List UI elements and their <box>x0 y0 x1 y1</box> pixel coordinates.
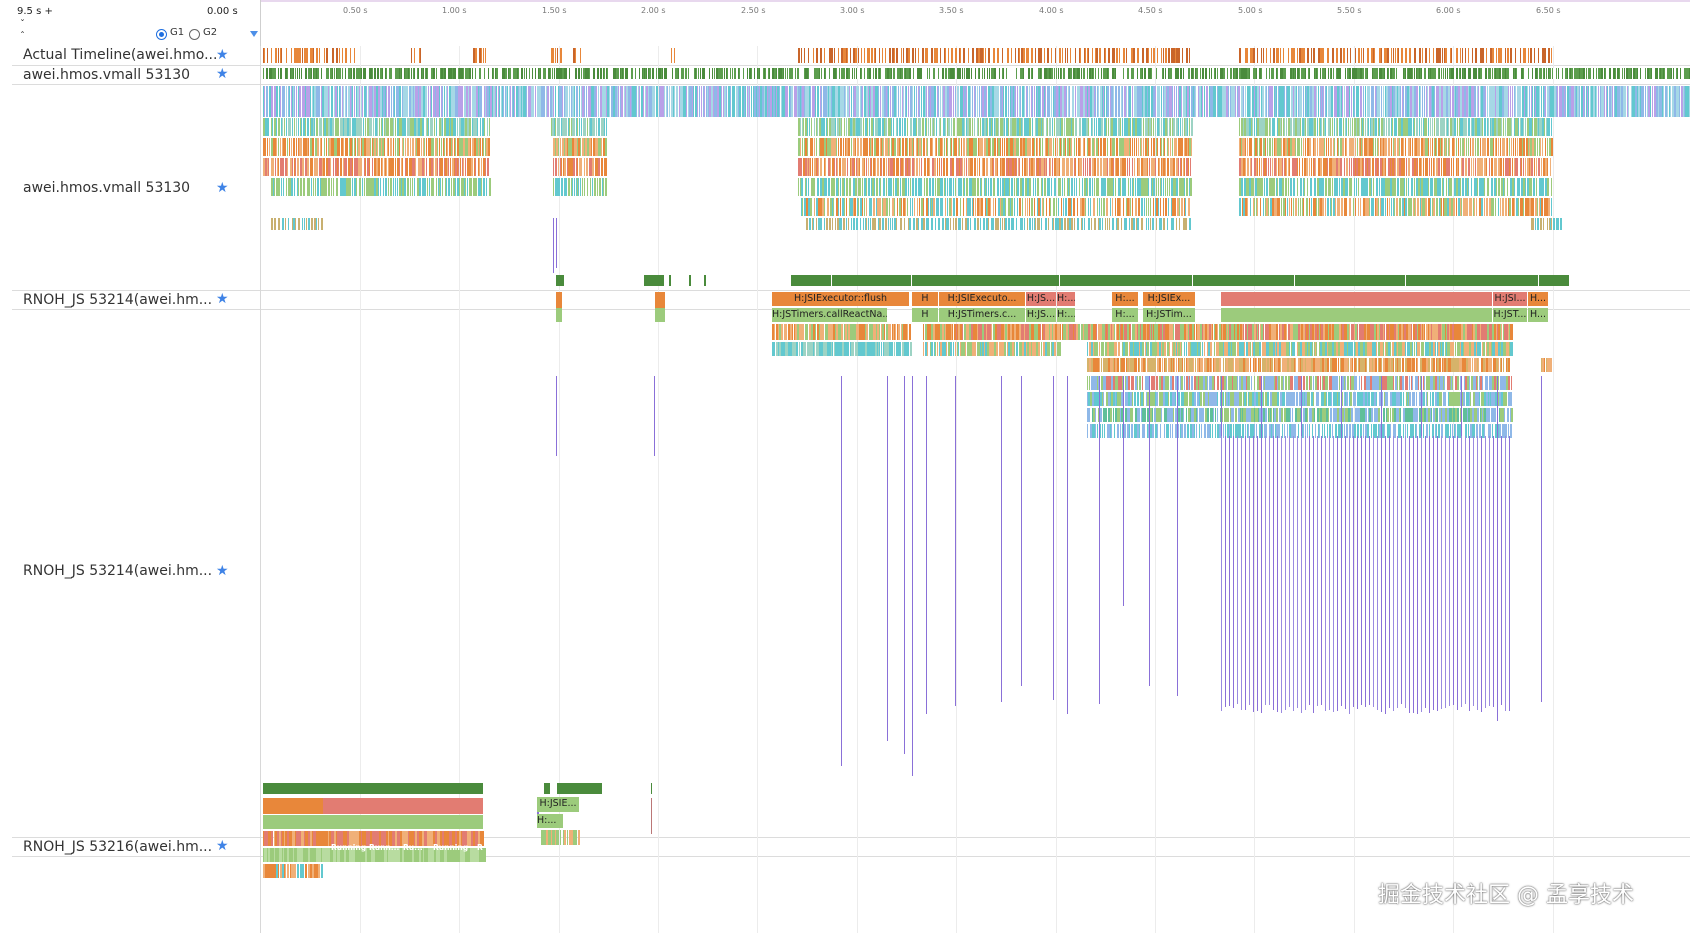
ruler-overview-band <box>261 0 1690 2</box>
gridline <box>1553 46 1554 933</box>
slice-jsiexecutor[interactable]: H:JSIExecuto... <box>939 292 1025 306</box>
slice-jsiex[interactable]: H:JSIEx... <box>1143 292 1195 306</box>
slice-h[interactable]: H <box>912 308 938 322</box>
ruler-tick: 1.50 s <box>542 6 567 15</box>
row-js-thread-slices[interactable]: RNOH_JS 53214(awei.hm... ★ <box>12 310 1690 838</box>
ruler-tick: 6.50 s <box>1536 6 1561 15</box>
slice-jsi[interactable]: H:JSI... <box>1493 292 1527 306</box>
expand-arrow-icon[interactable]: ˆ <box>20 31 25 42</box>
ruler-tick: 4.50 s <box>1138 6 1163 15</box>
row-js-thread-2-summary[interactable]: RNOH_JS 53216(awei.hm... ★ <box>12 838 1690 857</box>
gridline <box>459 46 460 933</box>
gridline <box>1354 46 1355 933</box>
ruler-tick: 0.50 s <box>343 6 368 15</box>
timeline-header: 9.5 s + 0.00 s ˇ ˆ G1 G2 <box>12 0 261 46</box>
row-process-summary[interactable]: awei.hmos.vmall 53130 ★ <box>12 66 1690 85</box>
row-actual-timeline[interactable]: Actual Timeline(awei.hmo... ★ <box>12 46 1690 66</box>
row-label: RNOH_JS 53216(awei.hm... <box>23 839 212 855</box>
slice-h[interactable]: H:... <box>1057 308 1075 322</box>
slice-jsie[interactable]: H:JSIE... <box>537 797 579 812</box>
slice-h[interactable]: H:... <box>1057 292 1075 306</box>
ruler-tick: 2.00 s <box>641 6 666 15</box>
slice-h[interactable]: H <box>912 292 938 306</box>
slice-jst[interactable]: H:JST... <box>1493 308 1527 322</box>
row-label: Actual Timeline(awei.hmo... <box>23 47 217 63</box>
watermark: 掘金技术社区 @ 孟享技术 <box>1378 877 1634 909</box>
star-icon[interactable]: ★ <box>216 291 229 307</box>
trace-tracks[interactable]: H:JSIExecutor::flush H:JSTimers.callReac… <box>261 46 1690 933</box>
slice-jstimers-callreact[interactable]: H:JSTimers.callReactNa... <box>772 308 887 322</box>
gridline <box>857 46 858 933</box>
group-g2-radio[interactable] <box>189 29 200 40</box>
row-label: RNOH_JS 53214(awei.hm... <box>23 563 212 579</box>
gridline <box>360 46 361 933</box>
row-label: awei.hmos.vmall 53130 <box>23 180 190 196</box>
gridline <box>757 46 758 933</box>
duration-label: 9.5 s + <box>17 6 53 17</box>
slice-h[interactable]: H:... <box>537 814 563 828</box>
thread-state-label: R <box>477 843 483 852</box>
gridline <box>1155 46 1156 933</box>
ruler-tick: 5.50 s <box>1337 6 1362 15</box>
ruler-tick: 4.00 s <box>1039 6 1064 15</box>
slice-h[interactable]: H:... <box>1112 308 1138 322</box>
thread-state-label: Runn... <box>369 843 399 852</box>
slice-js[interactable]: H:JS... <box>1026 292 1056 306</box>
group-g1-radio[interactable] <box>156 29 167 40</box>
gridline <box>956 46 957 933</box>
ruler-tick: 5.00 s <box>1238 6 1263 15</box>
slice-h[interactable]: H:... <box>1112 292 1138 306</box>
group-dropdown-icon[interactable] <box>250 31 258 37</box>
ruler-tick: 1.00 s <box>442 6 467 15</box>
star-icon[interactable]: ★ <box>216 563 229 579</box>
slice-h[interactable]: H... <box>1528 308 1548 322</box>
slice-h[interactable]: H... <box>1528 292 1548 306</box>
time-ruler[interactable]: 0.50 s 1.00 s 1.50 s 2.00 s 2.50 s 3.00 … <box>261 0 1690 46</box>
label-column-divider <box>260 46 261 933</box>
star-icon[interactable]: ★ <box>216 66 229 82</box>
row-label: awei.hmos.vmall 53130 <box>23 67 190 83</box>
slice-long-running[interactable] <box>1221 292 1492 306</box>
offset-label: 0.00 s <box>207 6 238 17</box>
star-icon[interactable]: ★ <box>216 838 229 854</box>
slice-jsiexecutor-flush[interactable]: H:JSIExecutor::flush <box>772 292 909 306</box>
gridline <box>559 46 560 933</box>
slice-jstimers[interactable]: H:JSTimers.c... <box>939 308 1025 322</box>
row-process-main-thread[interactable]: awei.hmos.vmall 53130 ★ <box>12 85 1690 291</box>
slice-jstim[interactable]: H:JSTim... <box>1143 308 1195 322</box>
gridline <box>1056 46 1057 933</box>
row-label: RNOH_JS 53214(awei.hm... <box>23 292 212 308</box>
star-icon[interactable]: ★ <box>216 180 229 196</box>
group-g1-label: G1 <box>170 27 184 38</box>
ruler-tick: 3.50 s <box>939 6 964 15</box>
star-icon[interactable]: ★ <box>216 47 229 63</box>
thread-state-label: Running <box>433 843 468 852</box>
gridline <box>658 46 659 933</box>
thread-state-label: Running <box>331 843 366 852</box>
ruler-tick: 2.50 s <box>741 6 766 15</box>
slice-js[interactable]: H:JS... <box>1026 308 1056 322</box>
thread-state-label: Ru... <box>403 843 423 852</box>
ruler-tick: 3.00 s <box>840 6 865 15</box>
ruler-tick: 6.00 s <box>1436 6 1461 15</box>
gridline <box>1254 46 1255 933</box>
slice-long-running-child[interactable] <box>1221 308 1492 322</box>
collapse-arrow-icon[interactable]: ˇ <box>20 19 25 30</box>
group-g2-label: G2 <box>203 27 217 38</box>
